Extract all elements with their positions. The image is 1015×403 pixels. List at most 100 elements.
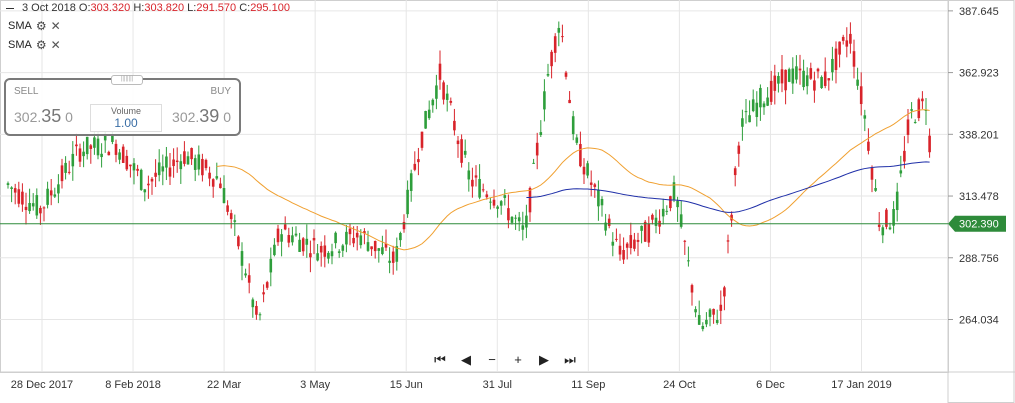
volume-input[interactable]: Volume 1.00 xyxy=(90,104,162,132)
buy-button[interactable]: 302.39 0 xyxy=(172,106,231,126)
candle-body xyxy=(726,240,730,242)
candle-body xyxy=(834,48,838,70)
candle-body xyxy=(399,233,402,241)
sell-button[interactable]: 302.35 0 xyxy=(14,106,73,126)
x-tick-label: 31 Jul xyxy=(483,379,512,391)
close-icon[interactable]: ✕ xyxy=(50,19,61,33)
x-tick-label: 22 Mar xyxy=(207,379,242,391)
candle-body xyxy=(323,245,327,257)
candle-body xyxy=(903,150,906,162)
candle-body xyxy=(93,137,96,148)
zoom-in-icon[interactable]: + xyxy=(514,352,522,367)
candle-body xyxy=(150,178,154,182)
candle-body xyxy=(85,136,89,155)
candle-body xyxy=(672,182,676,200)
candle-body xyxy=(917,99,921,119)
candle-body xyxy=(877,224,881,227)
candle-body xyxy=(867,141,870,151)
sma-slow-line xyxy=(526,161,930,213)
candle-body xyxy=(17,189,21,204)
candle-body xyxy=(791,68,795,84)
zoom-out-icon[interactable]: − xyxy=(488,352,496,367)
candle-body xyxy=(179,161,183,170)
candle-body xyxy=(870,167,874,180)
candle-body xyxy=(330,251,334,257)
candle-body xyxy=(640,225,643,231)
candle-body xyxy=(13,188,17,193)
candle-body xyxy=(363,231,366,234)
candle-body xyxy=(305,238,309,245)
candle-body xyxy=(546,74,550,76)
x-tick-label: 15 Jun xyxy=(390,379,423,391)
candle-body xyxy=(838,41,841,55)
next-icon[interactable]: ▶ xyxy=(539,352,549,367)
first-icon[interactable]: ⏮ xyxy=(434,352,446,367)
candle-body xyxy=(802,70,805,88)
candle-body xyxy=(334,232,337,244)
candle-body xyxy=(899,170,903,174)
candle-body xyxy=(593,184,597,187)
current-price-label: 302.390 xyxy=(959,219,999,231)
candle-body xyxy=(456,140,460,145)
candle-body xyxy=(708,309,712,317)
candle-body xyxy=(103,135,107,141)
last-icon[interactable]: ⏭ xyxy=(564,352,576,367)
candle-body xyxy=(53,194,57,197)
gear-icon[interactable]: ⚙ xyxy=(35,38,47,52)
volume-value[interactable]: 1.00 xyxy=(114,116,138,130)
candle-body xyxy=(535,142,539,156)
candle-body xyxy=(244,273,247,276)
candle-body xyxy=(197,154,201,170)
candle-body xyxy=(528,187,532,213)
candle-body xyxy=(809,68,813,79)
close-icon[interactable]: ✕ xyxy=(50,38,61,52)
candle-body xyxy=(773,75,777,91)
candle-body xyxy=(10,187,13,189)
candle-body xyxy=(129,164,132,167)
candle-body xyxy=(827,78,831,81)
candle-body xyxy=(345,231,348,245)
drag-handle[interactable]: |||||||| xyxy=(111,75,143,85)
candle-body xyxy=(406,189,409,215)
candle-body xyxy=(600,198,604,206)
candle-body xyxy=(348,228,352,235)
candle-body xyxy=(478,178,481,198)
y-tick-label: 264.034 xyxy=(959,314,999,326)
candle-body xyxy=(442,82,445,100)
candle-body xyxy=(525,215,528,228)
candle-body xyxy=(543,91,546,110)
candle-body xyxy=(712,308,715,315)
candle-body xyxy=(438,63,442,80)
candle-body xyxy=(240,251,244,266)
candle-body xyxy=(751,99,755,112)
candle-body xyxy=(485,194,489,198)
prev-icon[interactable]: ◀ xyxy=(461,352,471,367)
candle-body xyxy=(388,260,391,263)
candle-body xyxy=(697,315,701,325)
candle-body xyxy=(28,202,31,212)
candle-body xyxy=(859,86,863,105)
candle-body xyxy=(366,242,370,251)
candle-body xyxy=(795,66,798,80)
y-tick-label: 338.201 xyxy=(959,129,999,141)
candle-body xyxy=(215,176,219,179)
candle-body xyxy=(643,221,647,242)
candle-body xyxy=(24,206,28,211)
candle-body xyxy=(913,122,917,124)
candle-body xyxy=(874,188,877,191)
candle-body xyxy=(208,172,211,179)
candle-body xyxy=(622,250,625,260)
candle-body xyxy=(377,248,381,251)
candle-body xyxy=(611,241,615,246)
candle-body xyxy=(744,111,748,113)
candle-body xyxy=(539,132,543,135)
candle-body xyxy=(222,188,226,204)
gear-icon[interactable]: ⚙ xyxy=(35,19,47,33)
candle-body xyxy=(370,246,373,250)
candle-body xyxy=(121,146,125,163)
y-tick-label: 362.923 xyxy=(959,68,999,80)
candle-body xyxy=(784,69,787,91)
candle-body xyxy=(481,189,485,191)
candle-body xyxy=(211,179,215,187)
